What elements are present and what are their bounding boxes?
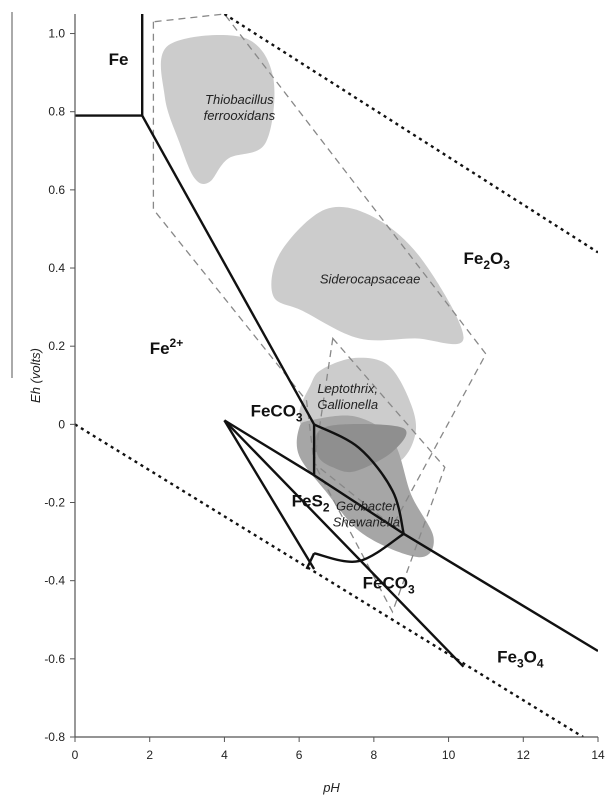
phase-boundaries — [75, 14, 598, 668]
y-tick-label: -0.8 — [44, 730, 65, 744]
phase-label: Fe2+ — [150, 336, 184, 358]
phase-label-base: Fe — [464, 249, 484, 268]
microbe-label-line: ferrooxidans — [204, 108, 276, 123]
phase-label-superscript: 2+ — [170, 336, 184, 350]
microbe-label-line: Shewanella — [333, 514, 400, 529]
phase-label-base: Fe — [109, 50, 129, 69]
microbe-label-line: Siderocapsaceae — [320, 272, 420, 287]
x-tick-label: 8 — [371, 748, 378, 762]
phase-label: Fe3O4 — [497, 648, 544, 671]
x-tick-label: 0 — [72, 748, 79, 762]
x-tick-label: 4 — [221, 748, 228, 762]
phase-label-suffix: O — [524, 648, 537, 667]
axes: 1.0 0.8 0.6 0.4 0.2 0 -0.2 -0.4 -0.6 -0.8 0 2 4 6 8 10 1… — [11, 12, 605, 795]
x-tick-label: 14 — [591, 748, 605, 762]
y-tick-label: 0.4 — [48, 261, 65, 275]
phase-label-base: Fe — [150, 339, 170, 358]
labels: Thiobacillus ferrooxidans Siderocapsaceae L… — [109, 50, 544, 671]
phase-label: FeCO3 — [363, 573, 415, 596]
phase-boundary-5 — [223, 419, 316, 570]
y-tick-label: 0 — [58, 417, 65, 431]
microbe-label: Geobacter Shewanella — [333, 498, 400, 529]
x-tick-label: 6 — [296, 748, 303, 762]
water-stability-lines — [75, 14, 598, 737]
dashed-envelope-1 — [313, 336, 446, 614]
phase-boundary-8 — [313, 532, 405, 563]
x-tick-label: 2 — [146, 748, 153, 762]
y-tick-label: -0.6 — [44, 652, 65, 666]
microbe-label-line: Geobacter — [336, 498, 397, 513]
phase-label-base: Fe — [497, 648, 517, 667]
dashed-envelope-0 — [152, 13, 487, 527]
y-tick-label: 1.0 — [48, 27, 65, 41]
phase-label-base: FeCO — [363, 573, 408, 592]
microbial-zones — [160, 34, 464, 558]
microbe-label: Thiobacillus ferrooxidans — [204, 92, 276, 123]
microbe-label: Leptothrix, Gallionella — [317, 381, 378, 412]
y-tick-label: 0.2 — [48, 339, 65, 353]
y-axis-title: Eh (volts) — [28, 348, 43, 403]
x-tick-label: 10 — [442, 748, 456, 762]
y-tick-label: 0.6 — [48, 183, 65, 197]
phase-label-base: FeCO — [251, 402, 296, 421]
y-tick-label: 0.8 — [48, 105, 65, 119]
phase-label-suffix: 3 — [503, 258, 510, 272]
phase-label-suffix: 4 — [537, 657, 544, 671]
phase-boundary-4 — [223, 419, 598, 653]
phase-label-subscript: 2 — [483, 258, 490, 272]
phase-boundary-2 — [141, 115, 316, 425]
phase-label-suffix: O — [490, 249, 503, 268]
phase-label-base: FeS — [292, 491, 323, 510]
x-axis-title: pH — [322, 780, 340, 795]
microbe-label-line: Gallionella — [317, 397, 378, 412]
phase-label: Fe2O3 — [464, 249, 511, 272]
y-tick-label: -0.4 — [44, 574, 65, 588]
phase-label: FeCO3 — [251, 402, 303, 425]
x-tick-label: 12 — [517, 748, 531, 762]
phase-boundary-6 — [223, 419, 465, 668]
phase-label: Fe — [109, 50, 129, 69]
phase-boundary-7 — [313, 423, 405, 535]
water-stability-line-0 — [223, 14, 598, 254]
phase-label-subscript: 3 — [408, 582, 415, 596]
microbe-label-line: Thiobacillus — [205, 92, 274, 107]
phase-label-subscript: 3 — [296, 411, 303, 425]
phase-label-subscript: 3 — [517, 657, 524, 671]
microbial-zone-1 — [271, 206, 464, 345]
microbial-zone-0 — [160, 34, 275, 184]
y-tick-label: -0.2 — [44, 496, 65, 510]
microbe-label-line: Leptothrix, — [317, 381, 378, 396]
phase-label: FeS2 — [292, 491, 330, 514]
water-stability-line-1 — [75, 423, 584, 737]
phase-boundary-9 — [305, 552, 316, 570]
dashed-envelopes — [152, 13, 487, 614]
phase-label-subscript: 2 — [323, 500, 330, 514]
microbe-label: Siderocapsaceae — [320, 272, 420, 287]
